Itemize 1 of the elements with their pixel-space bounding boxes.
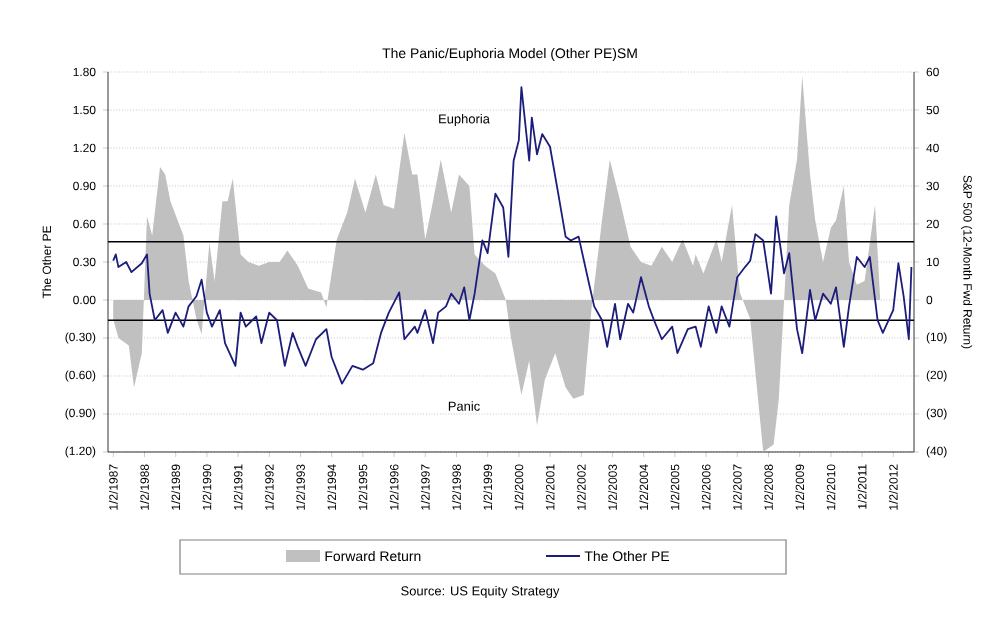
line-series [112,86,913,385]
